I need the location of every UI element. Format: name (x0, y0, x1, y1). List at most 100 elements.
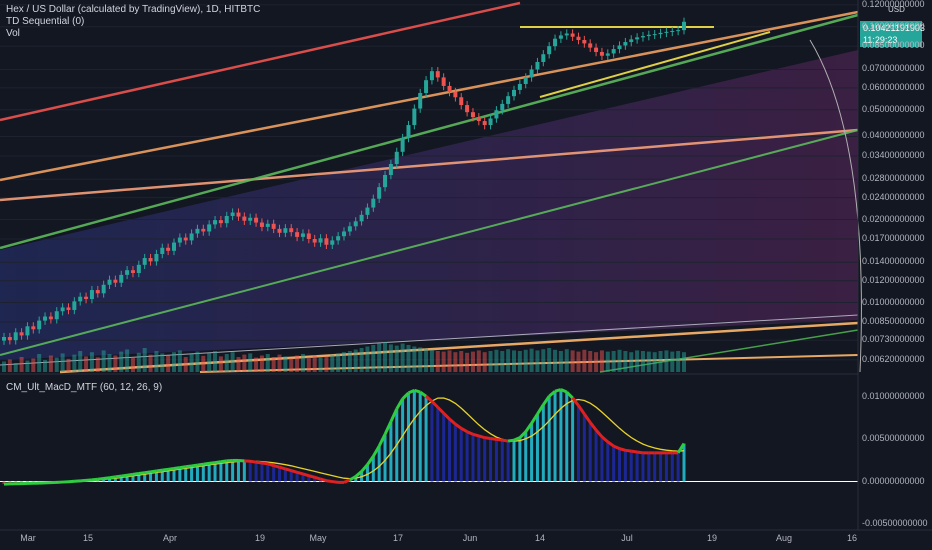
candle-body (535, 61, 540, 70)
symbol-title[interactable]: Hex / US Dollar (calculated by TradingVi… (6, 4, 261, 15)
macd-histogram-bar (160, 470, 164, 482)
macd-line-segment (156, 468, 163, 473)
indicator-vol[interactable]: Vol (6, 28, 20, 39)
macd-histogram-bar (465, 431, 469, 482)
macd-line-segment (594, 429, 604, 438)
price-tick-label: 0.00730000000 (862, 334, 925, 345)
macd-line-segment (383, 420, 393, 435)
candle-body (84, 296, 89, 300)
candle-body (424, 80, 429, 94)
macd-histogram-bar (659, 452, 663, 482)
volume-bar (336, 353, 341, 372)
candle-body (582, 40, 587, 44)
macd-histogram-bar (108, 477, 112, 482)
macd-line-segment (507, 438, 515, 443)
candle-body (148, 258, 153, 262)
macd-line-segment (173, 466, 181, 470)
macd-histogram-bar (236, 460, 240, 482)
candle-body (283, 228, 288, 233)
volume-bar (394, 345, 399, 372)
macd-histogram-bar (518, 437, 522, 482)
volume-bar (640, 351, 645, 372)
indicator-macd[interactable]: CM_Ult_MacD_MTF (60, 12, 26, 9) (6, 382, 163, 393)
macd-histogram-bar (365, 464, 369, 482)
candle-body (259, 222, 264, 227)
volume-bar (347, 351, 352, 372)
macd-histogram-bar (283, 468, 287, 482)
macd-line-segment (214, 460, 222, 465)
macd-line-segment (255, 460, 263, 465)
volume-bar (177, 350, 182, 372)
candle-body (541, 54, 546, 62)
volume-bar (283, 356, 288, 372)
macd-line-segment (314, 475, 321, 481)
volume-bar (605, 351, 610, 372)
candle-body (429, 71, 434, 81)
candle-body (300, 233, 305, 237)
volume-bar (529, 348, 534, 372)
volume-bar (670, 351, 675, 372)
candle-body (441, 77, 446, 86)
candle-body (336, 236, 341, 241)
volume-bar (207, 353, 212, 372)
candle-body (218, 220, 223, 224)
candle-body (207, 224, 212, 232)
volume-bar (359, 348, 364, 372)
macd-line-segment (85, 478, 93, 482)
volume-bar (259, 355, 264, 372)
candle-body (95, 290, 100, 294)
channel-fill (0, 50, 858, 360)
candle-body (412, 108, 417, 126)
macd-histogram-bar (547, 396, 551, 482)
candle-body (676, 30, 681, 32)
macd-line-segment (377, 433, 387, 447)
macd-line-segment (490, 437, 497, 441)
macd-line-segment (530, 413, 539, 425)
volume-bar (476, 350, 481, 372)
candle-body (359, 214, 364, 222)
macd-line-segment (121, 473, 128, 478)
candle-body (494, 110, 499, 119)
macd-line-segment (91, 477, 98, 482)
volume-bar (564, 349, 569, 372)
volume-bar (66, 358, 71, 372)
volume-bar (535, 350, 540, 372)
macd-histogram-bar (113, 476, 117, 482)
volume-bar (89, 352, 94, 372)
channel-shade (0, 50, 858, 360)
macd-histogram-bar (418, 392, 422, 482)
candles[interactable] (2, 17, 686, 345)
candle-body (289, 228, 294, 233)
volume-bar (482, 352, 487, 372)
volume-bar (300, 354, 305, 372)
volume-bar (652, 352, 657, 372)
candle-body (465, 105, 470, 113)
macd-line-segment (249, 459, 257, 464)
volume-bar (617, 349, 622, 372)
volume-bar (523, 349, 528, 372)
macd-histogram-bar (623, 450, 627, 482)
time-tick-label: Jun (462, 533, 478, 543)
candle-body (517, 83, 522, 90)
price-tick-label: 0.12000000000 (862, 0, 925, 9)
macd-histogram-bar (676, 452, 680, 482)
macd-line-segment (407, 388, 415, 395)
indicator-td-sequential[interactable]: TD Sequential (0) (6, 16, 85, 27)
volume-bar (441, 351, 446, 372)
volume-bar (295, 355, 300, 372)
macd-histogram-bar (278, 467, 282, 482)
macd-line-segment (583, 413, 592, 424)
macd-line-segment (203, 461, 210, 466)
candle-body (254, 217, 259, 223)
candle-body (19, 332, 24, 336)
volume-bar (371, 345, 376, 372)
macd-histogram-bar (477, 435, 481, 482)
macd-line-segment (261, 461, 269, 466)
macd-histogram-bar (412, 390, 416, 482)
macd-histogram-bar (524, 431, 528, 482)
candle-body (177, 237, 182, 243)
macd-histogram-bar (576, 405, 580, 482)
candle-body (365, 207, 370, 215)
volume-bar (101, 350, 106, 372)
